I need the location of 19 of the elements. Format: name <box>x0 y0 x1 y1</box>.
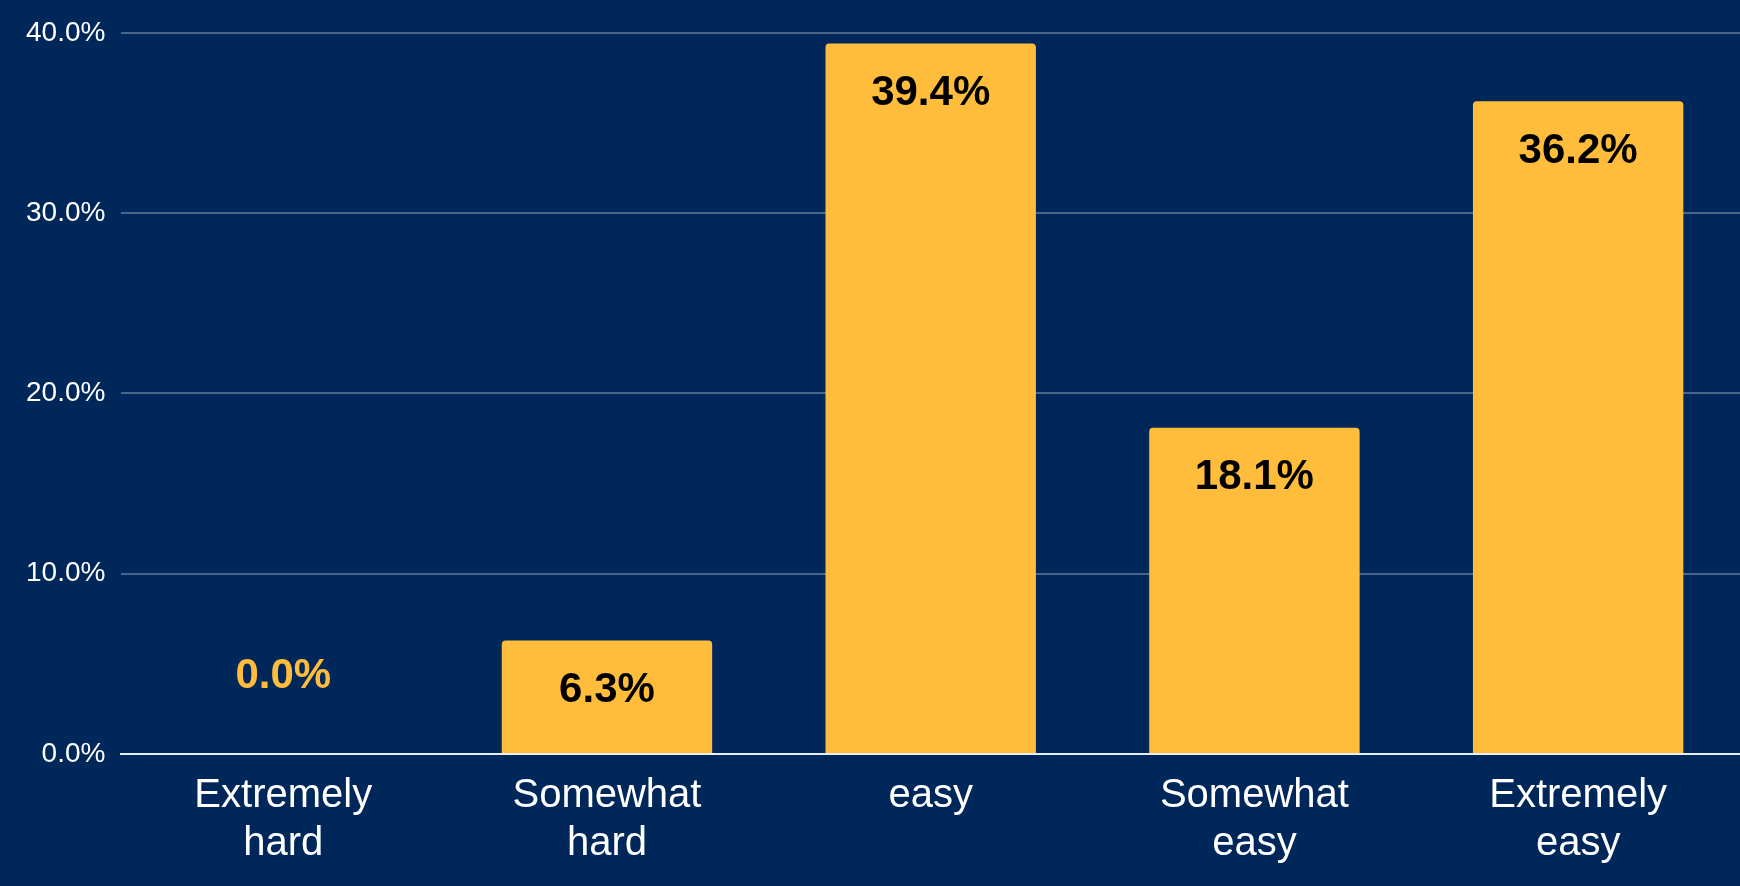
data-label: 36.2% <box>1518 124 1638 172</box>
y-tick-label: 0.0% <box>41 736 106 768</box>
x-tick-label: Extremely easy <box>1489 771 1668 864</box>
data-label: 18.1% <box>1194 451 1314 499</box>
x-tick-label: Somewhat easy <box>1159 771 1349 864</box>
bar <box>825 43 1036 753</box>
bar <box>1472 101 1684 753</box>
x-tick-label: Somewhat hard <box>512 771 702 864</box>
data-label: 0.0% <box>235 649 332 697</box>
y-tick-label: 10.0% <box>25 556 106 588</box>
bar <box>1149 427 1360 753</box>
data-label: 39.4% <box>871 67 991 115</box>
data-label: 6.3% <box>559 663 655 711</box>
y-tick-label: 30.0% <box>25 195 106 227</box>
y-tick-label: 40.0% <box>25 15 106 47</box>
bar <box>501 640 713 753</box>
y-tick-label: 20.0% <box>25 376 106 408</box>
x-tick-label: easy <box>888 771 973 816</box>
x-tick-label: Extremely hard <box>194 771 373 864</box>
